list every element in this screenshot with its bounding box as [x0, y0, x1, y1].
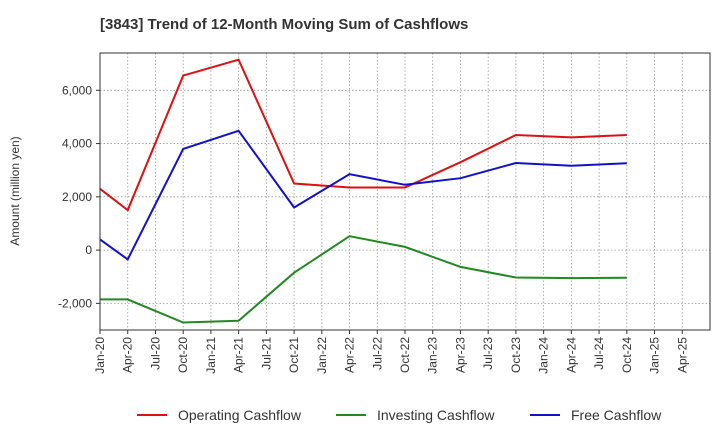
x-tick-label: Oct-21	[287, 337, 301, 373]
x-tick-label: Apr-22	[343, 337, 357, 373]
y-tick-label: 6,000	[62, 83, 92, 97]
x-tick-label: Apr-25	[675, 337, 689, 373]
series-lines	[99, 58, 627, 324]
x-tick-label: Apr-23	[453, 337, 467, 373]
x-tick-label: Oct-20	[176, 337, 190, 373]
legend-label-investing-cashflow: Investing Cashflow	[377, 407, 495, 423]
x-tick-label: Jan-22	[315, 337, 329, 374]
y-axis-ticks: -2,000 0 2,000 4,000 6,000	[58, 83, 100, 310]
x-tick-label: Jul-24	[592, 337, 606, 370]
legend-label-free-cashflow: Free Cashflow	[571, 407, 662, 423]
x-tick-label: Jul-20	[148, 337, 162, 370]
y-tick-label: 4,000	[62, 137, 92, 151]
y-axis-label: Amount (million yen)	[8, 136, 22, 245]
x-axis-ticks: Jan-20 Apr-20 Jul-20 Oct-20 Jan-21 Apr-21 Jul-…	[93, 330, 689, 374]
chart-title: [3843] Trend of 12-Month Moving Sum of C…	[100, 16, 469, 33]
free-cashflow-line	[99, 129, 627, 261]
legend-label-operating-cashflow: Operating Cashflow	[178, 407, 302, 423]
legend: Operating Cashflow Investing Cashflow Free…	[137, 407, 662, 423]
y-tick-label: 0	[85, 243, 92, 257]
x-tick-label: Apr-21	[232, 337, 246, 373]
x-tick-label: Jan-21	[204, 337, 218, 374]
x-tick-label: Jul-23	[481, 337, 495, 370]
x-tick-label: Jul-22	[370, 337, 384, 370]
investing-cashflow-line	[100, 235, 627, 324]
y-tick-label: 2,000	[62, 190, 92, 204]
x-tick-label: Oct-23	[509, 337, 523, 373]
x-tick-label: Jan-25	[648, 337, 662, 374]
x-tick-label: Oct-22	[398, 337, 412, 373]
x-tick-label: Apr-20	[121, 337, 135, 373]
x-tick-label: Jul-21	[259, 337, 273, 370]
x-tick-label: Jan-20	[93, 337, 107, 374]
gridlines	[100, 53, 710, 330]
y-tick-label: -2,000	[58, 296, 92, 310]
x-tick-label: Jan-23	[426, 337, 440, 374]
operating-cashflow-line	[99, 58, 627, 212]
x-tick-label: Apr-24	[564, 337, 578, 373]
x-tick-label: Oct-24	[620, 337, 634, 373]
x-tick-label: Jan-24	[537, 337, 551, 374]
